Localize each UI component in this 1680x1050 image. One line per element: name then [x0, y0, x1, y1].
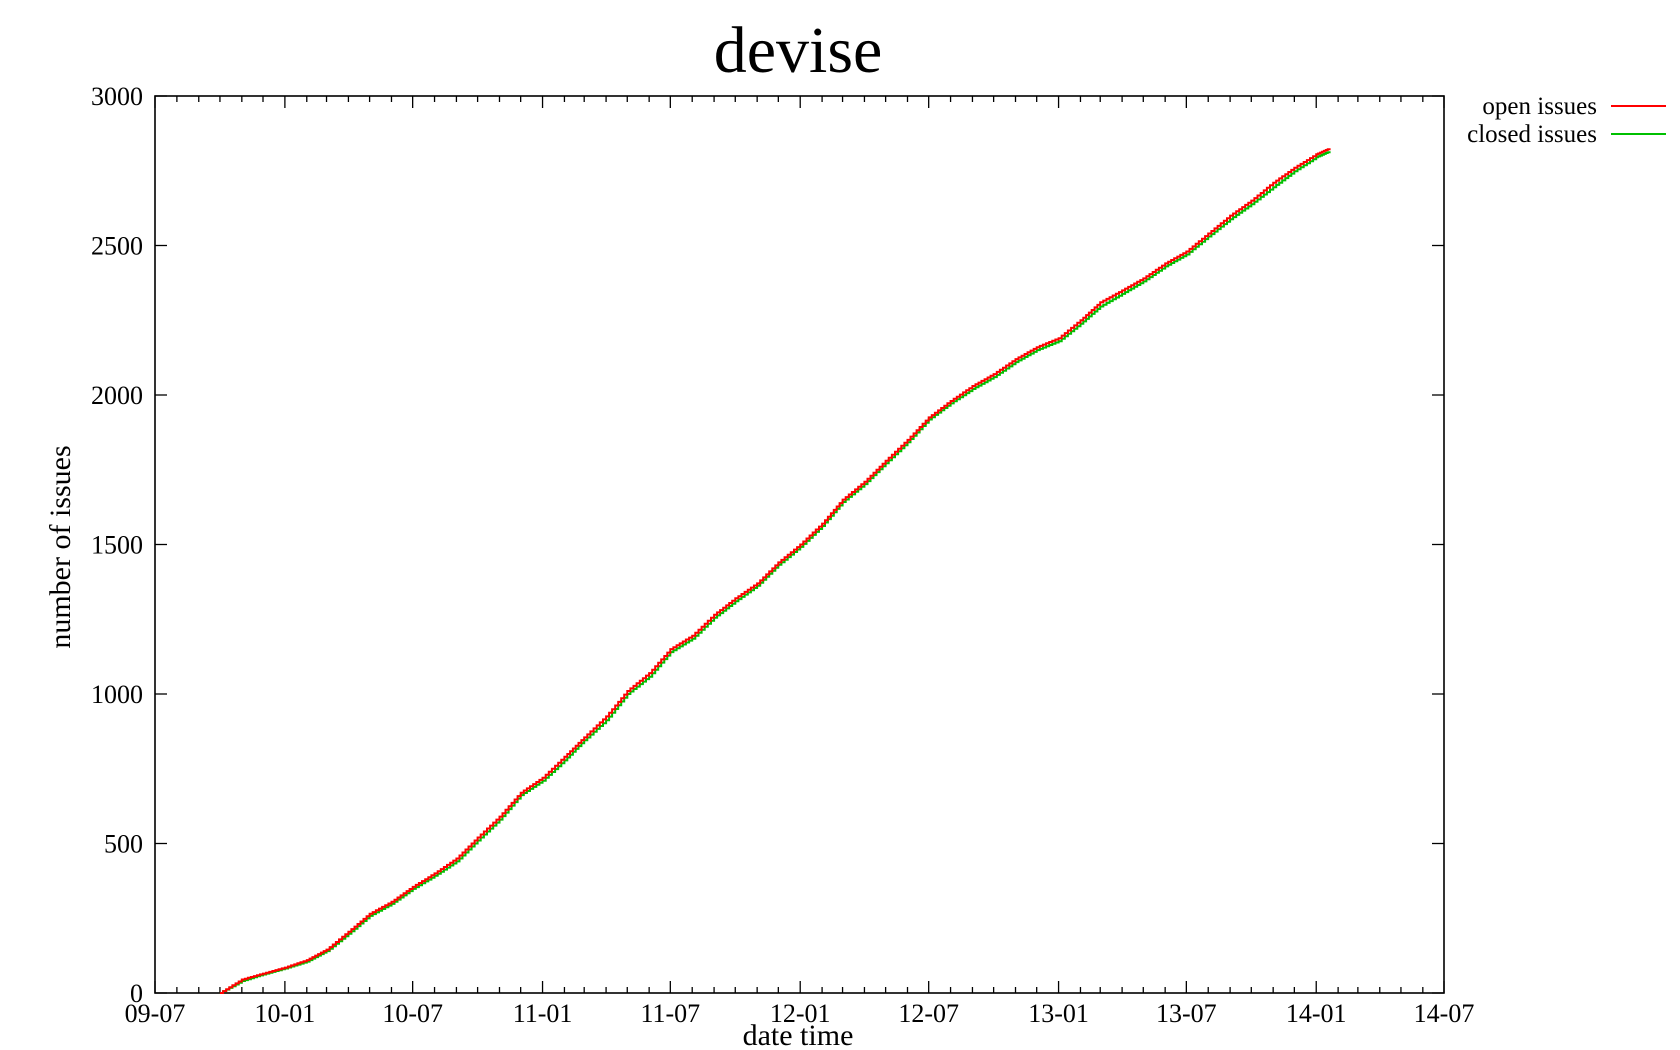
x-tick-label: 13-01	[1028, 999, 1089, 1028]
y-tick-label: 1000	[91, 680, 143, 709]
series-lines	[219, 148, 1331, 994]
open-issues-line	[219, 148, 1331, 994]
y-axis-title: number of issues	[44, 445, 77, 648]
x-tick-label: 10-01	[255, 999, 316, 1028]
axes: 09-07 10-01 10-07 11-01 11-07 12-01 12-07 13-01…	[91, 82, 1474, 1028]
x-tick-label: 14-01	[1286, 999, 1347, 1028]
closed-issues-line	[219, 151, 1331, 994]
x-tick-label: 14-07	[1414, 999, 1475, 1028]
x-tick-label: 12-01	[770, 999, 831, 1028]
chart-title: devise	[714, 14, 883, 87]
y-tick-label: 0	[130, 979, 143, 1008]
x-tick-label: 10-07	[382, 999, 443, 1028]
legend-label-closed-issues: closed issues	[1467, 121, 1597, 148]
y-tick-label: 2500	[91, 232, 143, 261]
y-tick-label: 2000	[91, 381, 143, 410]
x-tick-label: 13-07	[1156, 999, 1217, 1028]
x-tick-label: 11-01	[513, 999, 573, 1028]
legend-label-open-issues: open issues	[1482, 93, 1597, 120]
x-tick-label: 11-07	[640, 999, 700, 1028]
y-tick-label: 1500	[91, 531, 143, 560]
y-tick-label: 3000	[91, 82, 143, 111]
y-tick-label: 500	[104, 830, 143, 859]
x-tick-label: 09-07	[125, 999, 186, 1028]
x-tick-label: 12-07	[898, 999, 959, 1028]
x-axis-title: date time	[743, 1019, 854, 1050]
